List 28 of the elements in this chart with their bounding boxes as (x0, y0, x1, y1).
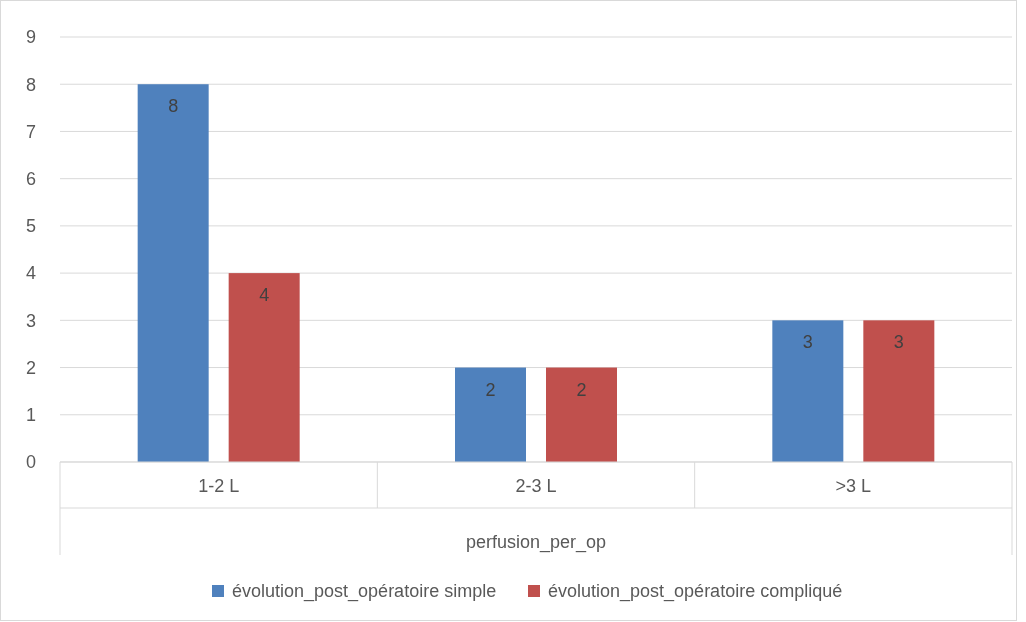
data-label: 2 (485, 379, 496, 400)
x-tick-label: 2-3 L (515, 476, 557, 496)
y-tick-label: 7 (25, 121, 36, 142)
x-tick-label: >3 L (835, 476, 872, 496)
y-tick-label: 4 (25, 263, 36, 284)
y-tick-label: 9 (25, 27, 36, 48)
bar (228, 273, 300, 462)
bar (863, 320, 935, 462)
y-tick-label: 5 (25, 216, 36, 237)
bar (772, 320, 844, 462)
bar (455, 367, 526, 462)
y-tick-label: 6 (25, 168, 36, 189)
y-tick-label: 0 (25, 452, 36, 473)
data-label: 4 (259, 285, 270, 306)
y-tick-label: 3 (25, 310, 36, 331)
data-label: 3 (802, 332, 813, 353)
y-tick-label: 1 (25, 405, 36, 426)
data-label: 3 (893, 332, 904, 353)
data-label: 8 (168, 96, 179, 117)
data-label: 2 (576, 379, 587, 400)
x-tick-label: 1-2 L (198, 476, 240, 496)
legend-label: évolution_post_opératoire compliqué (548, 581, 843, 603)
x-axis-title: perfusion_per_op (465, 532, 607, 553)
y-tick-label: 8 (25, 74, 36, 95)
y-tick-label: 2 (25, 357, 36, 378)
bar (546, 367, 617, 462)
legend-label: évolution_post_opératoire simple (232, 581, 497, 603)
bar (137, 84, 209, 462)
